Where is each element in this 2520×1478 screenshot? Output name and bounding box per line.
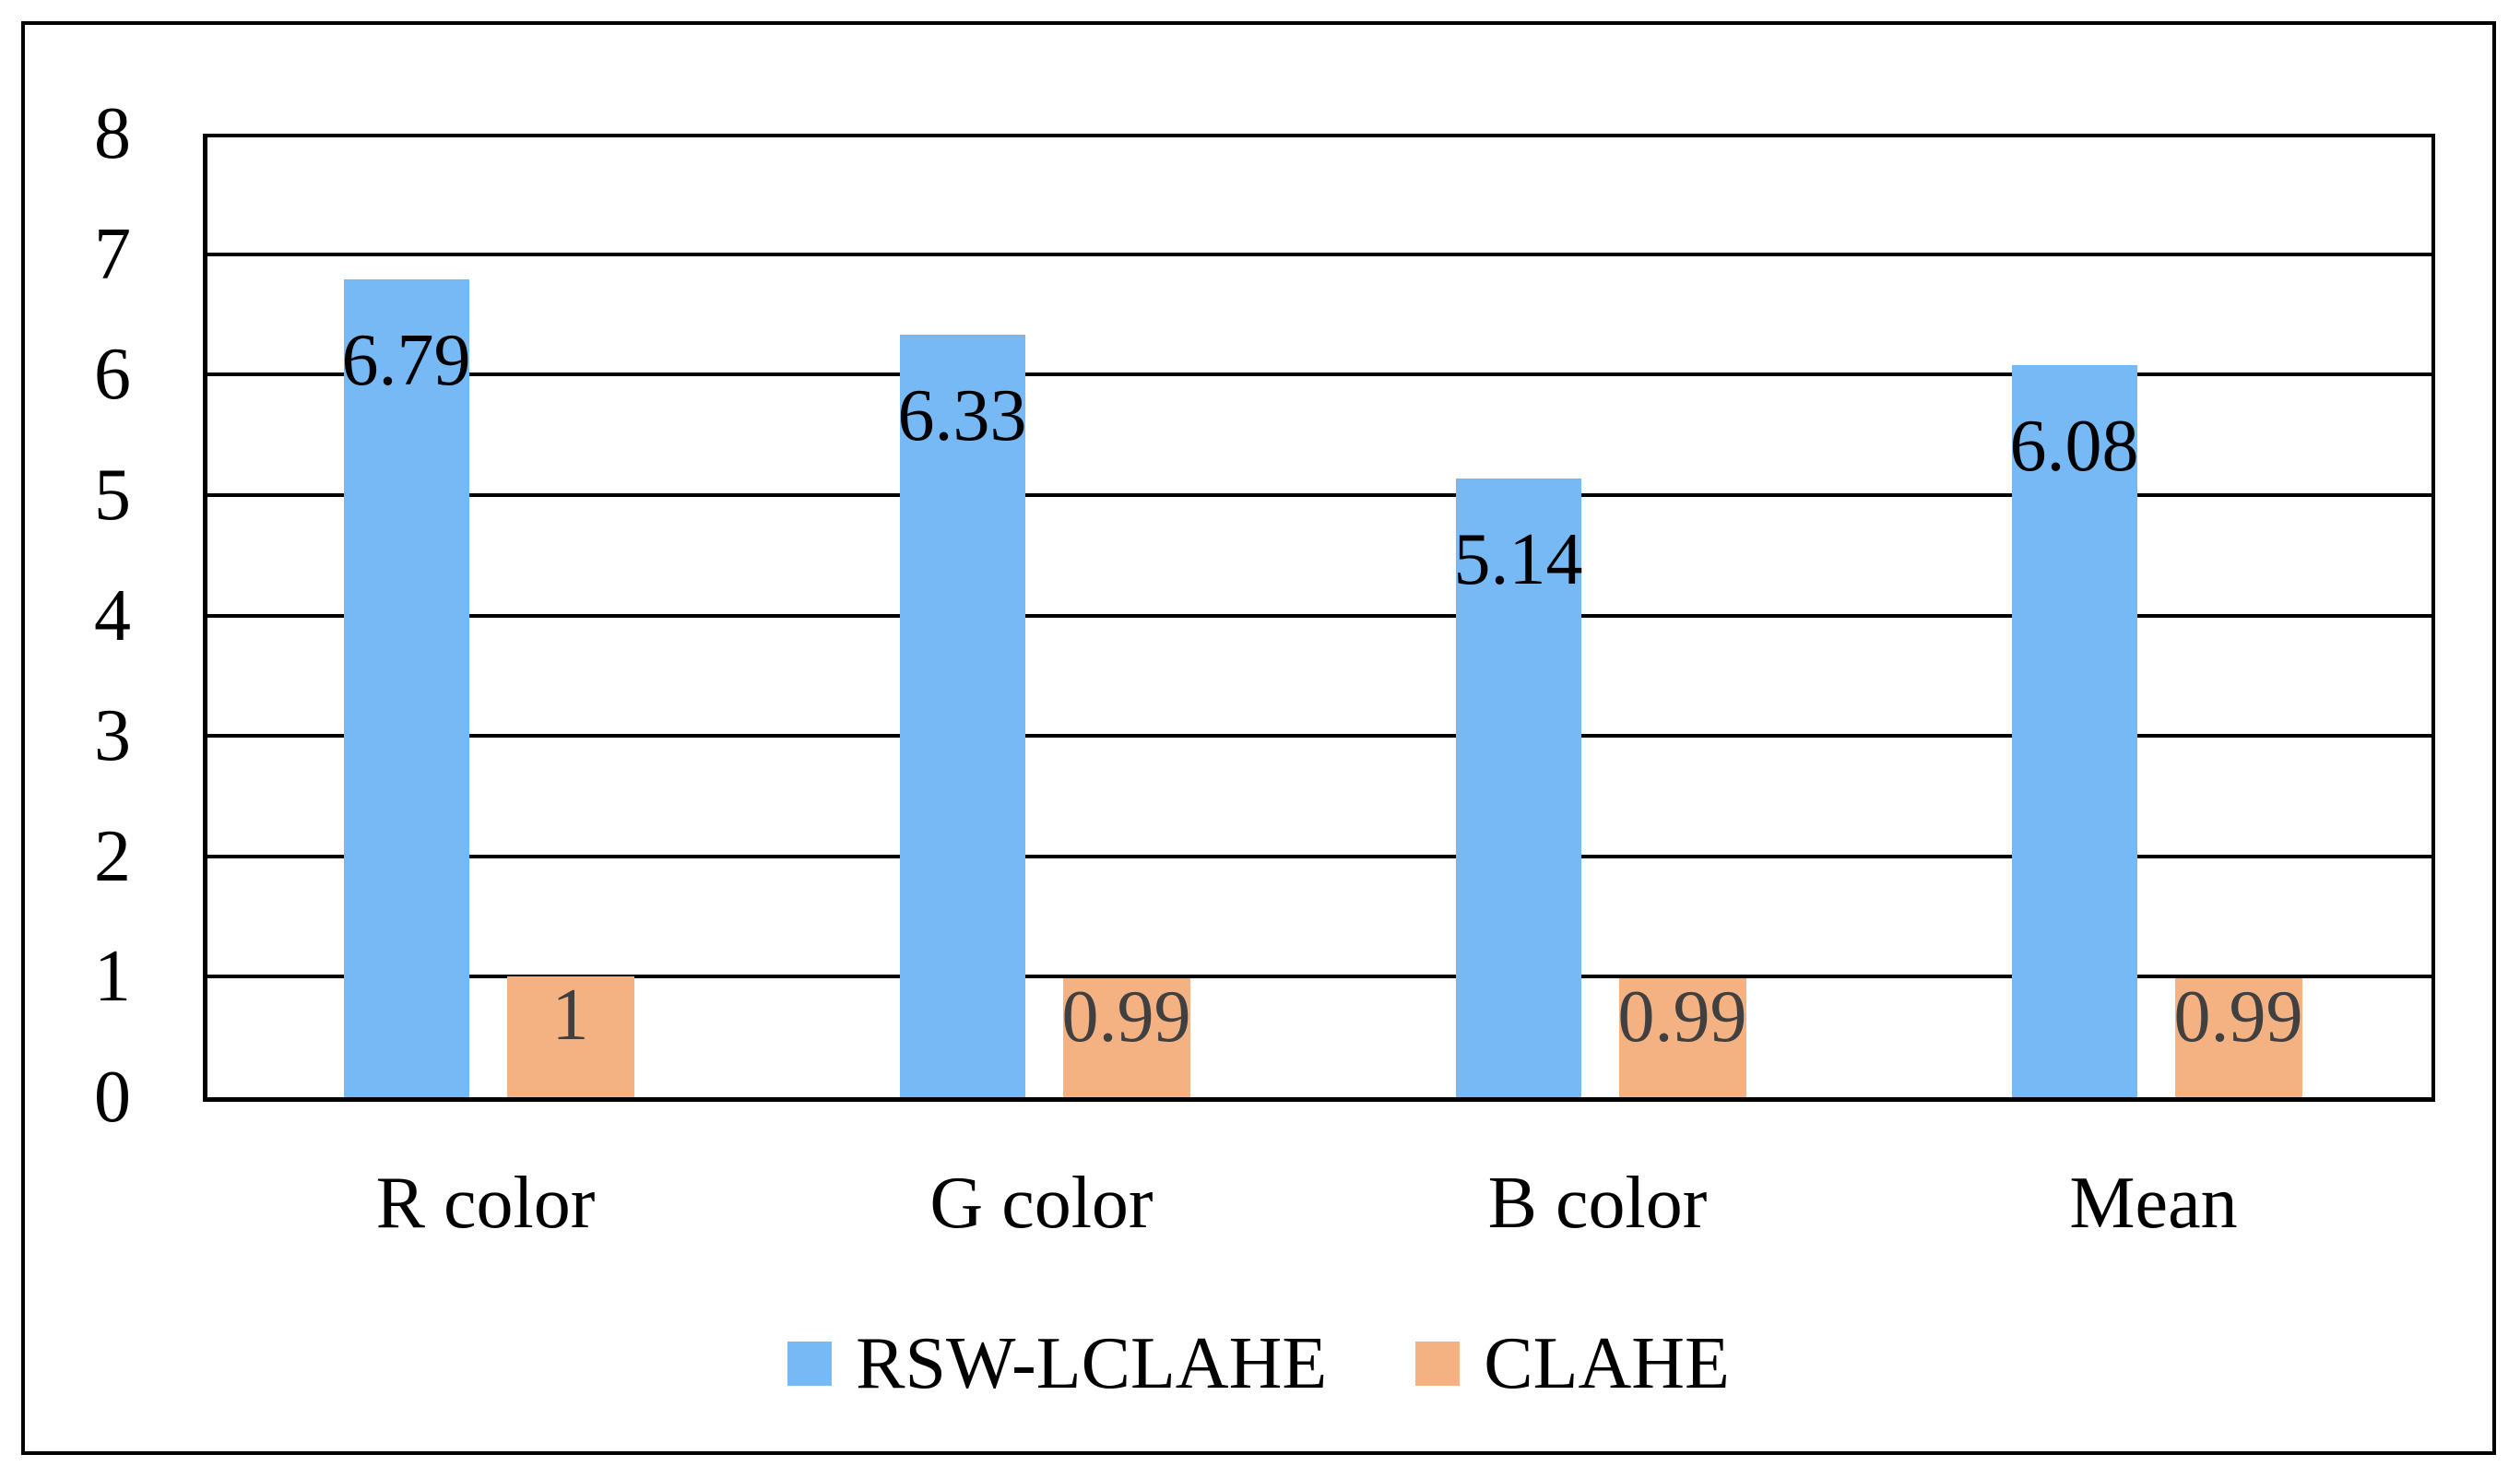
legend-swatch-icon bbox=[1415, 1342, 1461, 1386]
y-tick-label-7: 7 bbox=[94, 213, 131, 295]
gridline-y-7 bbox=[207, 252, 2431, 256]
gridline-y-5 bbox=[207, 492, 2431, 497]
gridline-y-8 bbox=[207, 134, 2431, 137]
plot-area: 6.79 6.33 5.14 6.08 1 0.99 0.99 0.99 bbox=[203, 134, 2435, 1102]
bar-data-label: 0.99 bbox=[1061, 975, 1191, 1058]
bar-RSW-LCLAHE-Mean: 6.08 bbox=[2009, 364, 2139, 1097]
bar-CLAHE-G color: 0.99 bbox=[1061, 975, 1191, 1097]
y-tick-label-4: 4 bbox=[94, 574, 131, 656]
legend-item-RSW-LCLAHE: RSW-LCLAHE bbox=[787, 1322, 1327, 1405]
x-category-label-G color: G color bbox=[929, 1163, 1154, 1244]
bar-CLAHE-B color: 0.99 bbox=[1617, 975, 1747, 1097]
bar-CLAHE-Mean: 0.99 bbox=[2173, 975, 2303, 1097]
bar-RSW-LCLAHE-G color: 6.33 bbox=[897, 335, 1027, 1097]
bar-data-label: 5.14 bbox=[1453, 518, 1583, 600]
x-category-label-Mean: Mean bbox=[2069, 1163, 2238, 1244]
y-tick-label-1: 1 bbox=[94, 936, 131, 1018]
gridline-y-1 bbox=[207, 975, 2431, 979]
gridline-y-3 bbox=[207, 734, 2431, 739]
bar-data-label: 6.33 bbox=[897, 375, 1027, 457]
bar-data-label: 6.79 bbox=[341, 320, 471, 402]
legend-label: RSW-LCLAHE bbox=[856, 1323, 1328, 1404]
gridline-y-2 bbox=[207, 854, 2431, 858]
bar-data-label: 0.99 bbox=[2173, 975, 2303, 1058]
bar-RSW-LCLAHE-B color: 5.14 bbox=[1453, 478, 1583, 1097]
y-tick-label-0: 0 bbox=[94, 1057, 131, 1138]
bar-RSW-LCLAHE-R color: 6.79 bbox=[341, 279, 471, 1097]
legend: RSW-LCLAHE CLAHE bbox=[25, 1319, 2492, 1408]
y-tick-label-8: 8 bbox=[94, 93, 131, 174]
bar-data-label: 6.08 bbox=[2009, 405, 2139, 487]
x-category-label-R color: R color bbox=[375, 1163, 596, 1244]
bar-data-label: 1 bbox=[551, 975, 589, 1057]
x-category-label-B color: B color bbox=[1487, 1163, 1708, 1244]
y-tick-label-6: 6 bbox=[94, 334, 131, 416]
y-tick-label-3: 3 bbox=[94, 695, 131, 777]
y-tick-label-5: 5 bbox=[94, 454, 131, 536]
legend-item-CLAHE: CLAHE bbox=[1415, 1322, 1730, 1405]
legend-swatch-icon bbox=[787, 1342, 833, 1386]
gridline-y-4 bbox=[207, 613, 2431, 618]
gridline-y-6 bbox=[207, 372, 2431, 377]
bar-data-label: 0.99 bbox=[1617, 975, 1747, 1058]
legend-label: CLAHE bbox=[1484, 1323, 1730, 1404]
bar-CLAHE-R color: 1 bbox=[506, 975, 634, 1097]
y-tick-label-2: 2 bbox=[94, 815, 131, 897]
